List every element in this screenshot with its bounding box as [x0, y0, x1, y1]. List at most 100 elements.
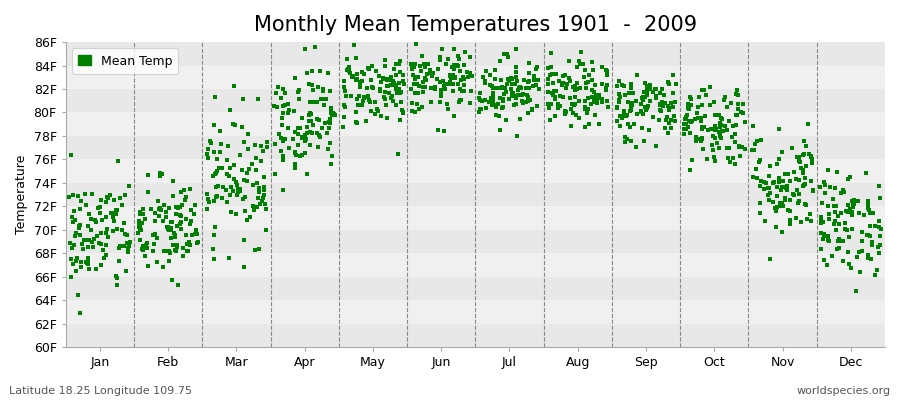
Point [513, 85, 527, 92]
Point [429, 76, 444, 82]
Point [733, 153, 747, 159]
Point [230, 192, 245, 199]
Point [681, 101, 696, 107]
Point [101, 233, 115, 240]
Point [434, 87, 448, 93]
Point [101, 195, 115, 202]
Point [297, 132, 311, 138]
Point [580, 79, 595, 85]
Point [281, 101, 295, 108]
Point [146, 232, 160, 238]
Point [104, 210, 119, 216]
Point [257, 186, 272, 193]
Point [174, 226, 188, 232]
Point [624, 124, 638, 130]
Point [292, 125, 307, 131]
Point [555, 94, 570, 100]
Point [865, 242, 879, 248]
Point [653, 106, 668, 113]
Point [323, 106, 338, 112]
Point [148, 231, 162, 237]
Point [780, 206, 795, 213]
Point [649, 86, 663, 92]
Point [159, 224, 174, 230]
Point [778, 170, 792, 177]
Bar [66, 253, 885, 277]
Point [722, 118, 736, 124]
Point [159, 214, 174, 220]
Point [324, 110, 338, 116]
Point [165, 227, 179, 233]
Point [356, 98, 370, 104]
Point [839, 208, 853, 214]
Point [652, 101, 667, 108]
Point [393, 116, 408, 123]
Point [804, 218, 818, 224]
Point [302, 112, 317, 118]
Point [814, 214, 828, 220]
Point [355, 68, 369, 75]
Point [162, 205, 176, 211]
Point [256, 174, 271, 180]
Point [173, 220, 187, 227]
Point [690, 110, 705, 116]
Point [814, 220, 828, 226]
Point [74, 259, 88, 266]
Point [323, 104, 338, 111]
Point [287, 161, 302, 168]
Point [721, 154, 735, 161]
Point [286, 136, 301, 142]
Point [251, 194, 266, 201]
Point [68, 217, 82, 223]
Point [822, 238, 836, 244]
Point [276, 153, 291, 160]
Point [735, 110, 750, 117]
Point [578, 104, 592, 110]
Point [724, 100, 738, 106]
Point [656, 92, 670, 98]
Point [493, 94, 508, 101]
Point [625, 107, 639, 113]
Point [775, 184, 789, 190]
Point [803, 211, 817, 217]
Point [840, 227, 854, 234]
Legend: Mean Temp: Mean Temp [72, 48, 178, 74]
Point [454, 97, 468, 104]
Point [452, 99, 466, 105]
Point [367, 111, 382, 118]
Point [339, 93, 354, 99]
Point [344, 93, 358, 99]
Point [692, 93, 706, 100]
Point [354, 79, 368, 86]
Point [749, 166, 763, 172]
Point [133, 227, 148, 233]
Point [580, 94, 595, 101]
Point [408, 76, 422, 82]
Point [752, 159, 766, 166]
Point [683, 96, 698, 103]
Point [436, 128, 451, 134]
Point [99, 252, 113, 258]
Point [436, 83, 451, 90]
Point [541, 65, 555, 72]
Point [827, 221, 842, 227]
Point [183, 186, 197, 192]
Point [105, 213, 120, 219]
Point [360, 85, 374, 91]
Point [65, 245, 79, 252]
Point [256, 192, 271, 198]
Point [580, 110, 595, 116]
Point [389, 102, 403, 108]
Point [590, 100, 604, 106]
Point [745, 123, 760, 129]
Point [94, 230, 108, 236]
Point [220, 143, 235, 149]
Point [365, 84, 380, 90]
Point [613, 94, 627, 100]
Point [76, 246, 90, 252]
Point [475, 98, 490, 104]
Point [775, 200, 789, 206]
Point [206, 198, 220, 204]
Point [792, 198, 806, 204]
Point [81, 222, 95, 229]
